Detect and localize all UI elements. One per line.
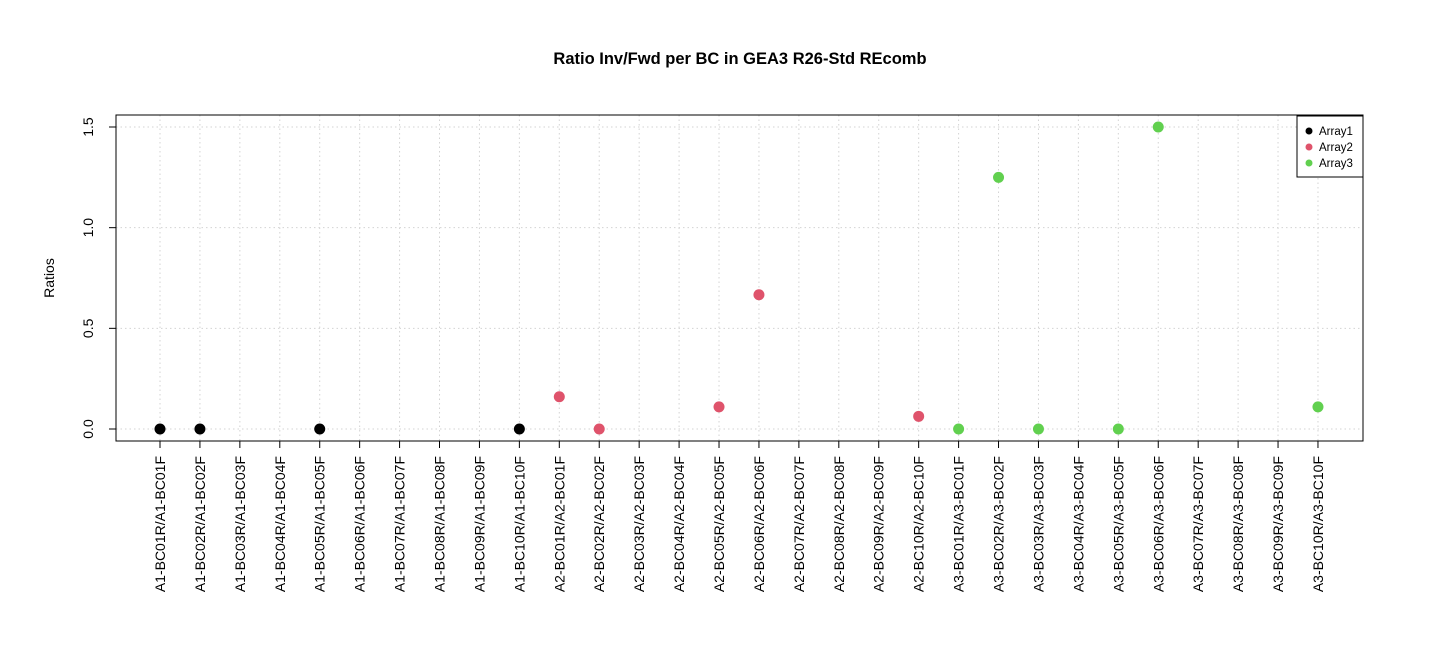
x-tick-label: A1-BC04R/A1-BC04F — [272, 456, 288, 592]
data-point-array1 — [314, 423, 326, 435]
x-tick-label: A1-BC03R/A1-BC03F — [232, 456, 248, 592]
legend-label-array2: Array2 — [1319, 142, 1353, 154]
x-tick-label: A2-BC01R/A2-BC01F — [551, 456, 567, 592]
plot-frame — [115, 114, 1364, 442]
y-tick-label: 1.5 — [80, 117, 96, 137]
data-point-array1 — [513, 423, 525, 435]
x-tick-label: A2-BC08R/A2-BC08F — [831, 456, 847, 592]
x-tick-label: A3-BC04R/A3-BC04F — [1070, 456, 1086, 592]
legend: Array1 Array2 Array3 — [1296, 115, 1364, 178]
x-tick-label: A2-BC05R/A2-BC05F — [711, 456, 727, 592]
data-points — [154, 121, 1324, 435]
chart-title: Ratio Inv/Fwd per BC in GEA3 R26-Std REc… — [553, 50, 926, 68]
axes: 0.0 0.5 1.0 1.5 A1-BC01R/A1-BC01F A1-BC02R/A1… — [80, 114, 1364, 592]
data-point-array2 — [553, 391, 565, 403]
data-point-array2 — [713, 401, 725, 413]
y-tick-label: 1.0 — [80, 218, 96, 238]
x-tick-label: A1-BC06R/A1-BC06F — [352, 456, 368, 592]
x-tick-label: A3-BC01R/A3-BC01F — [951, 456, 967, 592]
x-tick-label: A2-BC06R/A2-BC06F — [751, 456, 767, 592]
x-tick-label: A1-BC01R/A1-BC01F — [152, 456, 168, 592]
legend-label-array1: Array1 — [1319, 126, 1353, 138]
x-tick-label: A2-BC02R/A2-BC02F — [591, 456, 607, 592]
x-tick-label: A1-BC05R/A1-BC05F — [312, 456, 328, 592]
data-point-array3 — [1112, 423, 1124, 435]
data-point-array3 — [953, 423, 965, 435]
x-tick-label: A1-BC09R/A1-BC09F — [471, 456, 487, 592]
legend-marker-array2 — [1305, 143, 1313, 151]
x-tick-label: A3-BC05R/A3-BC05F — [1110, 456, 1126, 592]
data-point-array3 — [1312, 401, 1324, 413]
x-tick-label: A2-BC04R/A2-BC04F — [671, 456, 687, 592]
x-tick-label: A2-BC03R/A2-BC03F — [631, 456, 647, 592]
x-tick-label: A3-BC10R/A3-BC10F — [1310, 456, 1326, 592]
x-tick-label: A3-BC06R/A3-BC06F — [1150, 456, 1166, 592]
x-tick-label: A3-BC07R/A3-BC07F — [1190, 456, 1206, 592]
data-point-array2 — [913, 410, 925, 422]
x-tick-label: A3-BC09R/A3-BC09F — [1270, 456, 1286, 592]
x-tick-label: A1-BC02R/A1-BC02F — [192, 456, 208, 592]
x-tick-label: A3-BC03R/A3-BC03F — [1030, 456, 1046, 592]
data-point-array1 — [194, 423, 206, 435]
x-tick-label: A2-BC09R/A2-BC09F — [871, 456, 887, 592]
y-tick-label: 0.0 — [80, 419, 96, 439]
x-tick-label: A1-BC08R/A1-BC08F — [432, 456, 448, 592]
data-point-array3 — [1032, 423, 1044, 435]
data-point-array2 — [753, 289, 765, 301]
x-tick-label: A1-BC10R/A1-BC10F — [511, 456, 527, 592]
x-tick-label: A3-BC08R/A3-BC08F — [1230, 456, 1246, 592]
x-tick-label: A2-BC07R/A2-BC07F — [791, 456, 807, 592]
legend-marker-array3 — [1305, 159, 1313, 167]
data-point-array1 — [154, 423, 166, 435]
x-tick-label: A2-BC10R/A2-BC10F — [911, 456, 927, 592]
y-tick-label: 0.5 — [80, 318, 96, 338]
data-point-array3 — [1152, 121, 1164, 133]
grid-lines — [116, 115, 1363, 441]
legend-label-array3: Array3 — [1319, 158, 1353, 170]
y-axis-label: Ratios — [41, 258, 57, 298]
x-tick-label: A3-BC02R/A3-BC02F — [991, 456, 1007, 592]
data-point-array2 — [593, 423, 605, 435]
x-tick-label: A1-BC07R/A1-BC07F — [392, 456, 408, 592]
legend-marker-array1 — [1305, 127, 1313, 135]
data-point-array3 — [993, 171, 1005, 183]
